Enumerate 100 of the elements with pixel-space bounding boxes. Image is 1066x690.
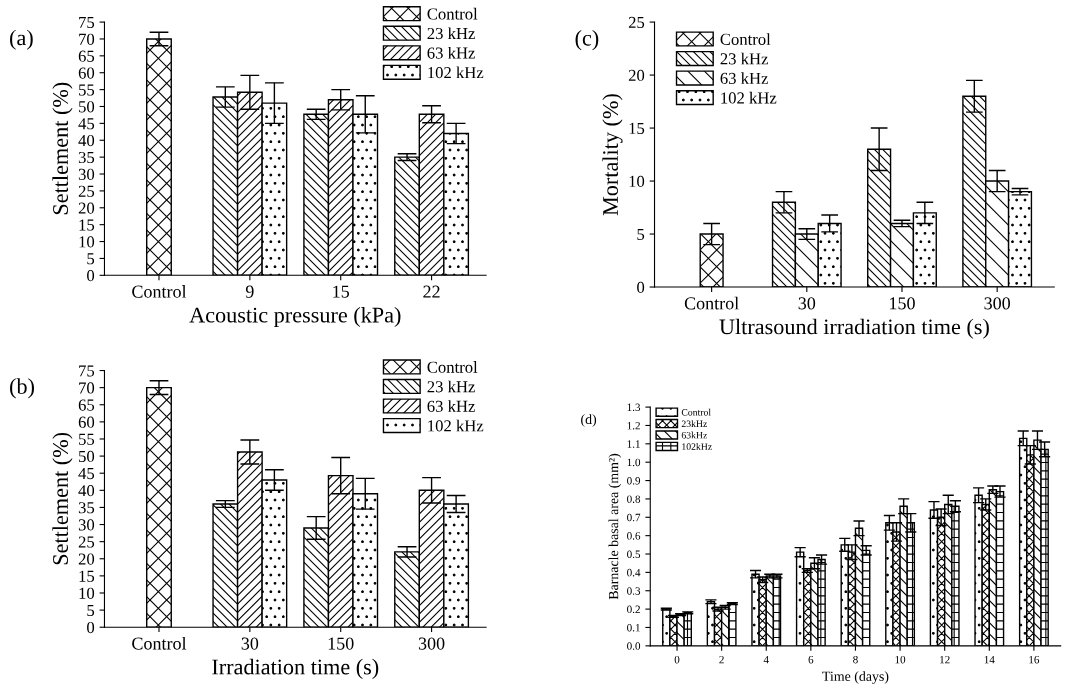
legend-label: 23 kHz	[427, 380, 475, 393]
y-tick-label: 30	[78, 168, 95, 180]
y-tick-label: 15	[79, 219, 95, 231]
text: (b)	[10, 378, 34, 399]
y-tick-label: 60	[78, 67, 95, 79]
text: (d)	[581, 414, 597, 427]
y-tick-label: 1.0	[627, 458, 641, 467]
x-tick-label: 300	[984, 297, 1011, 310]
x-axis-title: Time (days)	[822, 671, 889, 684]
y-axis-title: Barnacle basal area (mm²)	[608, 453, 622, 600]
x-tick-label: 0	[674, 655, 680, 664]
legend-label: Control	[427, 7, 478, 20]
y-tick-label: 0.8	[627, 495, 641, 503]
y-tick-label: 65	[78, 399, 95, 411]
x-tick-label: 10	[895, 655, 906, 664]
legend-label: Control	[720, 33, 771, 45]
y-tick-label: 40	[78, 485, 95, 497]
y-tick-label: 10	[79, 587, 95, 599]
x-axis-title: Ultrasound irradiation time (s)	[719, 318, 989, 339]
x-tick-label: 14	[984, 655, 995, 664]
y-tick-label: 35	[78, 502, 95, 514]
x-tick-label: 16	[1029, 655, 1040, 664]
legend-label: 23kHz	[681, 420, 708, 428]
y-tick-label: 10	[629, 175, 645, 187]
y-tick-label: 0.6	[627, 532, 641, 540]
legend-label: 63 kHz	[427, 400, 475, 412]
y-tick-label: 60	[78, 416, 95, 428]
x-tick-label: Control	[684, 296, 739, 310]
legend-label: 63kHz	[681, 431, 708, 439]
legend-label: 23 kHz	[427, 27, 475, 40]
y-tick-label: 35	[78, 151, 95, 164]
x-tick-label: 22	[423, 285, 440, 298]
x-tick-label: 12	[940, 655, 950, 664]
y-tick-label: 55	[79, 84, 95, 96]
x-tick-label: 4	[763, 655, 769, 664]
y-tick-label: 70	[79, 382, 95, 394]
y-tick-label: 70	[79, 33, 95, 45]
y-tick-label: 20	[78, 553, 95, 565]
y-tick-label: 65	[78, 50, 95, 62]
x-axis-title: Acoustic pressure (kPa)	[189, 306, 401, 328]
y-tick-label: 5	[87, 253, 95, 265]
x-tick-label: 6	[808, 655, 814, 664]
legend-label: 102 kHz	[721, 91, 777, 104]
y-tick-label: 0.5	[627, 550, 641, 559]
x-tick-label: 150	[328, 637, 354, 650]
y-tick-label: 15	[79, 570, 95, 582]
y-tick-label: 40	[78, 134, 95, 147]
y-tick-label: 75	[79, 16, 95, 29]
x-tick-label: Control	[132, 636, 187, 650]
y-axis-title: Settlement (%)	[52, 432, 73, 565]
legend-label: Control	[681, 408, 711, 416]
x-tick-label: 15	[333, 285, 350, 298]
legend-label: Control	[427, 361, 478, 373]
x-tick-label: 150	[890, 297, 915, 310]
y-tick-label: 1.2	[627, 421, 640, 430]
y-tick-label: 0.3	[627, 587, 641, 595]
y-tick-label: 0.0	[627, 642, 641, 650]
y-tick-label: 50	[79, 450, 95, 463]
y-tick-label: 55	[79, 433, 95, 445]
y-tick-label: 0.7	[627, 513, 641, 522]
y-tick-label: 50	[79, 101, 95, 113]
x-tick-label: 30	[241, 637, 259, 650]
x-tick-label: Control	[132, 285, 187, 298]
y-axis-title: Mortality (%)	[602, 94, 623, 216]
legend-label: 23 kHz	[720, 52, 768, 65]
text: (a)	[10, 29, 33, 50]
y-tick-label: 0.9	[627, 477, 641, 485]
legend-label: 102kHz	[682, 443, 712, 450]
x-tick-label: 2	[719, 655, 724, 664]
y-tick-label: 25	[78, 185, 95, 197]
text: (c)	[575, 30, 599, 51]
x-tick-label: 300	[418, 637, 445, 650]
y-tick-label: 1.3	[627, 403, 641, 412]
y-tick-label: 1.1	[627, 440, 640, 448]
y-tick-label: 0.1	[627, 623, 640, 632]
y-tick-label: 10	[79, 236, 95, 248]
y-tick-label: 5	[87, 604, 95, 617]
legend-label: 63 kHz	[720, 72, 768, 85]
y-tick-label: 0.4	[627, 568, 641, 577]
x-axis-title: Irradiation time (s)	[212, 658, 379, 680]
y-tick-label: 15	[629, 122, 645, 135]
x-tick-label: 30	[798, 297, 816, 310]
y-tick-label: 0.2	[627, 605, 640, 614]
y-tick-label: 30	[78, 519, 95, 531]
y-tick-label: 75	[79, 365, 95, 377]
y-tick-label: 25	[78, 536, 95, 548]
y-tick-label: 0	[87, 621, 95, 634]
y-tick-label: 25	[628, 16, 645, 29]
legend-label: 102 kHz	[428, 66, 484, 79]
y-tick-label: 0	[87, 270, 95, 282]
x-tick-label: 8	[853, 655, 858, 664]
y-tick-label: 20	[628, 69, 645, 82]
y-tick-label: 45	[78, 468, 95, 480]
y-tick-label: 45	[78, 118, 95, 130]
legend-label: 102 kHz	[428, 419, 484, 432]
legend-label: 63 kHz	[427, 46, 475, 59]
y-tick-label: 5	[637, 228, 645, 240]
y-tick-label: 20	[78, 202, 95, 214]
y-axis-title: Settlement (%)	[52, 82, 73, 215]
x-tick-label: 9	[245, 285, 254, 298]
